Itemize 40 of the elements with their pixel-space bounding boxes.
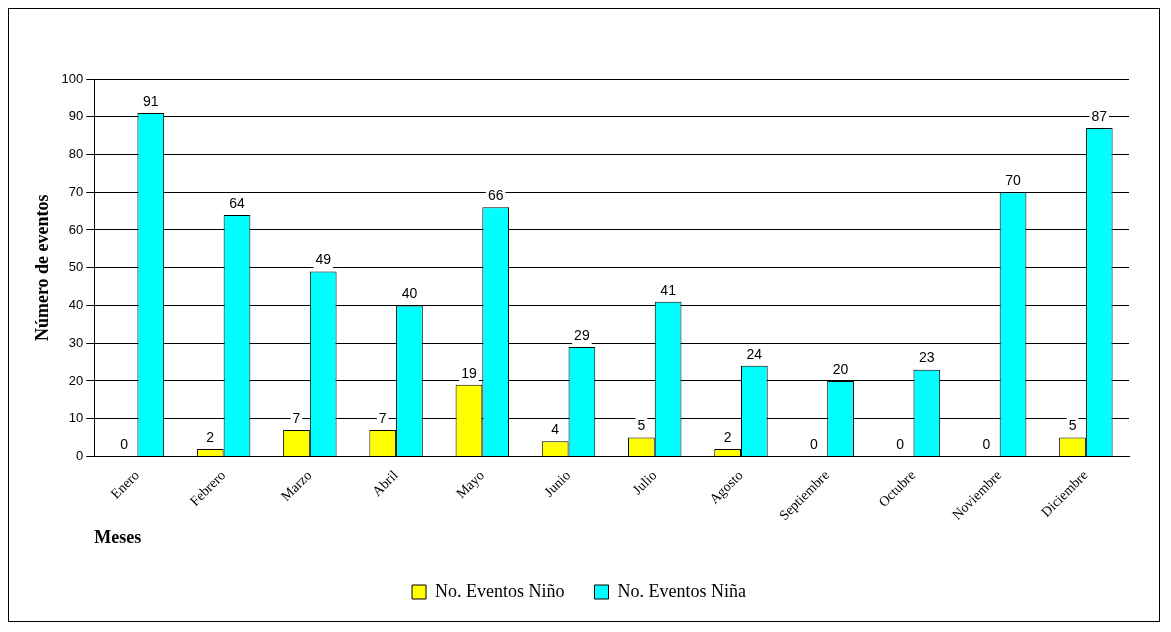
y-axis-title: Número de eventos <box>32 194 53 342</box>
data-label: 66 <box>487 187 504 204</box>
data-label: 0 <box>120 436 129 453</box>
data-label: 5 <box>637 417 646 434</box>
data-label: 64 <box>229 194 245 211</box>
data-label: 0 <box>896 436 905 453</box>
data-label: 24 <box>746 345 763 362</box>
data-label: 41 <box>660 281 677 298</box>
y-tick-label: 40 <box>68 297 84 313</box>
data-label: 7 <box>378 409 387 426</box>
data-label: 23 <box>919 349 935 366</box>
data-label: 0 <box>982 436 991 453</box>
data-label: 87 <box>1091 107 1108 124</box>
data-label: 19 <box>461 364 477 381</box>
data-label: 29 <box>574 326 590 343</box>
data-label: 5 <box>1068 417 1077 434</box>
y-tick-label: 70 <box>68 183 84 199</box>
legend-label: No. Eventos Niña <box>617 580 746 601</box>
data-label: 0 <box>809 436 818 453</box>
data-label: 49 <box>315 251 332 268</box>
y-tick-label: 10 <box>68 410 84 426</box>
data-label: 4 <box>551 421 560 438</box>
y-tick-label: 60 <box>68 221 84 237</box>
data-label: 20 <box>832 360 849 377</box>
y-tick-label: 100 <box>61 70 84 86</box>
x-tick-label: Julio <box>629 467 660 498</box>
data-label: 2 <box>723 428 732 445</box>
data-label: 2 <box>206 428 215 445</box>
y-tick-label: 80 <box>68 146 84 162</box>
data-label: 40 <box>401 285 418 302</box>
data-label: 70 <box>1005 172 1022 189</box>
x-axis-title: Meses <box>94 526 142 547</box>
data-label: 7 <box>292 409 301 426</box>
y-tick-label: 0 <box>76 448 84 464</box>
y-tick-label: 20 <box>68 372 84 388</box>
y-tick-label: 50 <box>68 259 84 275</box>
data-label: 91 <box>142 92 159 109</box>
legend-label: No. Eventos Niño <box>435 580 565 601</box>
y-tick-label: 90 <box>68 108 84 124</box>
y-tick-label: 30 <box>68 334 84 350</box>
